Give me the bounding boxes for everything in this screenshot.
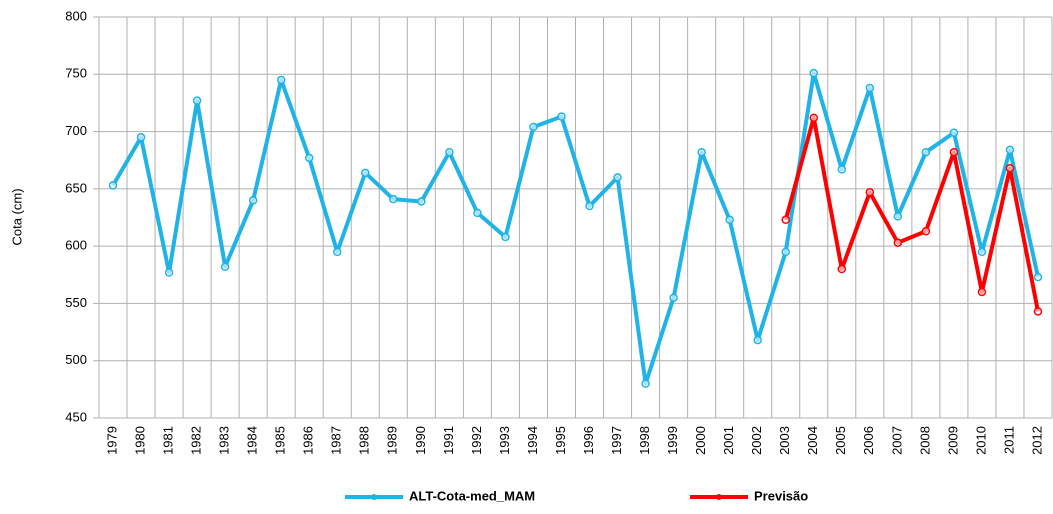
data-point xyxy=(389,194,398,204)
data-point xyxy=(977,247,987,257)
data-point xyxy=(977,287,987,297)
data-point xyxy=(557,112,566,121)
data-point xyxy=(333,247,342,257)
data-point xyxy=(837,264,847,274)
data-point xyxy=(276,75,286,85)
x-tick-label: 1983 xyxy=(217,426,232,455)
x-tick-label: 2000 xyxy=(693,426,708,455)
y-tick-label: 450 xyxy=(65,409,87,424)
data-point xyxy=(669,293,678,302)
x-tick-label: 2002 xyxy=(749,426,764,455)
x-tick-label: 2012 xyxy=(1029,426,1044,455)
x-tick-label: 2007 xyxy=(889,426,904,455)
x-tick-label: 1994 xyxy=(525,426,540,455)
legend-marker xyxy=(716,494,722,500)
legend-label: ALT-Cota-med_MAM xyxy=(409,488,535,503)
x-tick-label: 2008 xyxy=(917,426,932,455)
x-tick-label: 1985 xyxy=(273,426,288,455)
x-tick-label: 2009 xyxy=(945,426,960,455)
y-tick-label: 800 xyxy=(65,8,87,23)
x-tick-label: 1982 xyxy=(189,426,204,455)
x-tick-label: 2011 xyxy=(1001,426,1016,454)
data-point xyxy=(949,128,959,137)
x-tick-label: 2005 xyxy=(833,426,848,455)
x-tick-label: 1993 xyxy=(497,426,512,455)
data-point xyxy=(220,262,230,272)
x-tick-label: 1997 xyxy=(609,426,624,455)
data-point xyxy=(164,268,174,277)
x-tick-label: 1991 xyxy=(441,426,456,455)
y-tick-label: 650 xyxy=(65,180,87,195)
legend-label: Previsão xyxy=(754,488,808,503)
data-point xyxy=(136,133,146,142)
x-tick-label: 1981 xyxy=(161,426,176,455)
data-point xyxy=(921,147,931,157)
data-point xyxy=(921,226,931,236)
y-tick-label: 700 xyxy=(65,123,87,138)
y-tick-label: 750 xyxy=(65,66,87,81)
legend-marker xyxy=(371,494,377,500)
data-point xyxy=(473,208,482,218)
data-point xyxy=(837,165,847,174)
data-point xyxy=(1005,163,1015,173)
data-point xyxy=(697,147,706,157)
y-axis-title: Cota (cm) xyxy=(9,188,24,245)
x-tick-label: 1984 xyxy=(245,426,260,455)
x-tick-label: 2006 xyxy=(861,426,876,455)
data-point xyxy=(361,168,370,178)
data-point xyxy=(949,147,959,157)
data-point xyxy=(304,153,314,163)
x-tick-label: 1988 xyxy=(357,426,372,455)
data-point xyxy=(108,181,118,190)
data-point xyxy=(865,83,875,93)
data-point xyxy=(529,122,538,132)
data-point xyxy=(417,197,426,206)
data-point xyxy=(585,201,594,211)
series-line xyxy=(111,71,1040,386)
data-point xyxy=(1033,272,1043,282)
y-tick-label: 500 xyxy=(65,352,87,367)
x-tick-label: 1995 xyxy=(553,426,568,455)
x-tick-label: 1992 xyxy=(469,426,484,455)
data-point xyxy=(893,212,903,221)
data-point xyxy=(641,379,650,388)
x-tick-label: 2001 xyxy=(721,426,736,455)
data-point xyxy=(1005,145,1015,155)
x-tick-label: 1999 xyxy=(665,426,680,455)
data-point xyxy=(865,188,875,197)
x-tick-label: 1989 xyxy=(385,426,400,455)
data-point xyxy=(613,173,622,182)
data-point xyxy=(445,147,454,157)
x-tick-label: 1996 xyxy=(581,426,596,455)
x-tick-label: 1990 xyxy=(413,426,428,455)
y-tick-label: 550 xyxy=(65,295,87,310)
data-point xyxy=(248,196,258,205)
data-point xyxy=(753,335,762,345)
data-point xyxy=(781,215,790,225)
x-tick-label: 1979 xyxy=(104,426,119,455)
x-tick-label: 2010 xyxy=(973,426,988,455)
data-point xyxy=(809,113,818,123)
x-tick-label: 2003 xyxy=(777,426,792,455)
data-point xyxy=(1033,307,1043,316)
x-tick-label: 1980 xyxy=(132,426,147,455)
data-point xyxy=(725,215,734,225)
data-point xyxy=(781,247,790,257)
data-point xyxy=(192,96,202,105)
x-tick-label: 1987 xyxy=(329,426,344,455)
data-point xyxy=(893,238,903,247)
data-point xyxy=(501,232,510,242)
x-tick-label: 1998 xyxy=(637,426,652,455)
x-tick-label: 1986 xyxy=(301,426,316,455)
x-tick-label: 2004 xyxy=(805,426,820,455)
series-line xyxy=(783,115,1040,312)
y-tick-label: 600 xyxy=(65,238,87,253)
data-point xyxy=(809,68,818,78)
